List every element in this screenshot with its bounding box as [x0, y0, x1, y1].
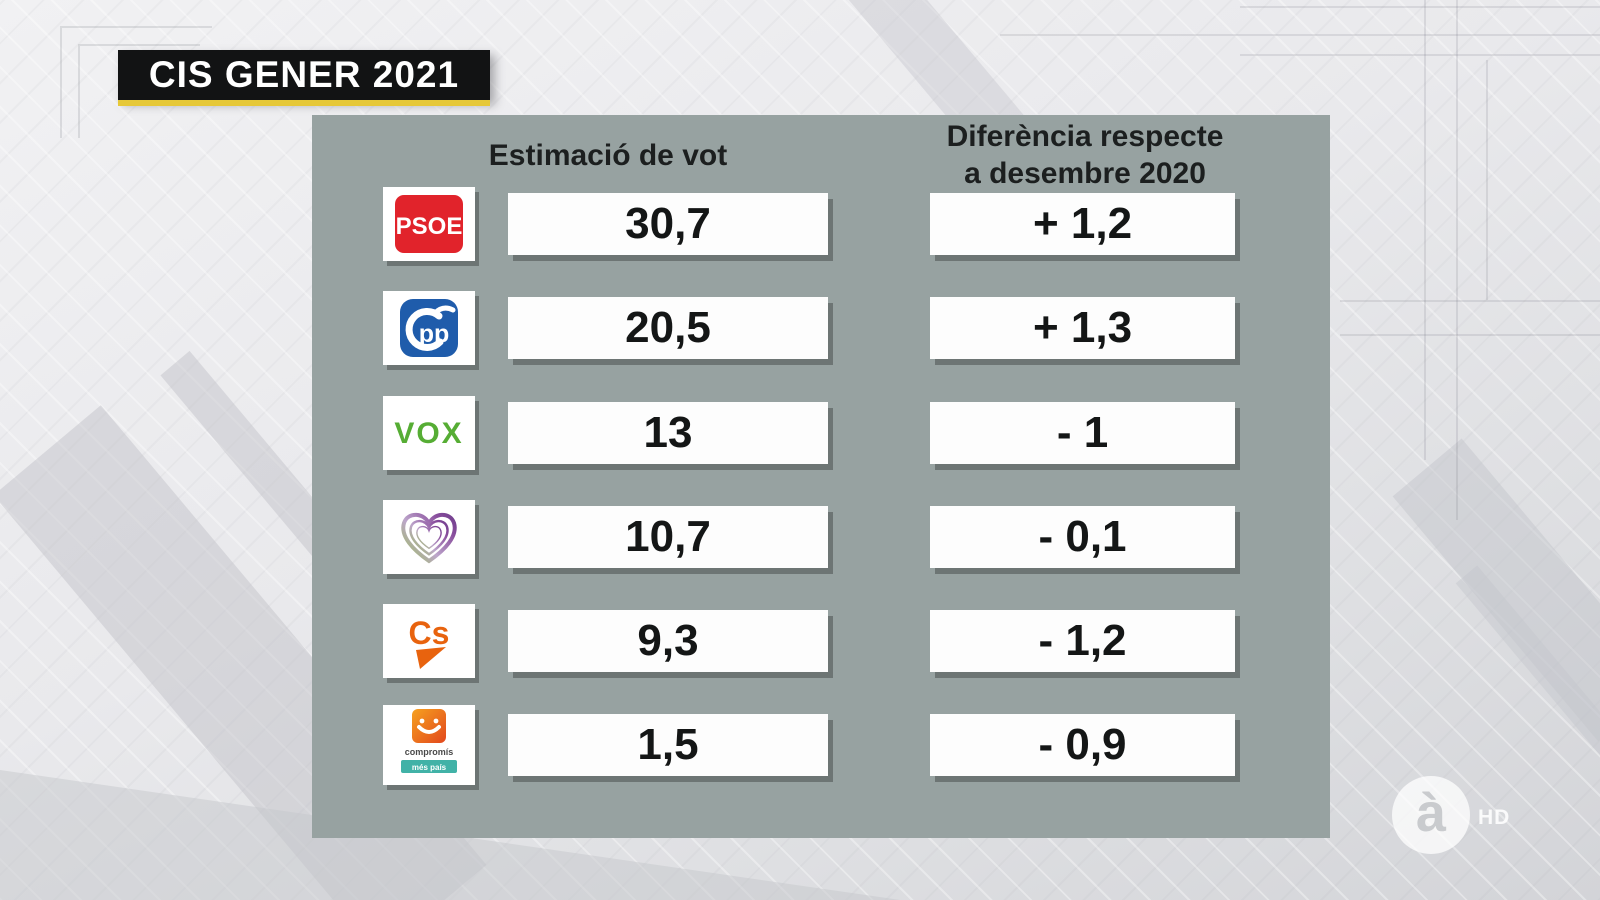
title-underline: [118, 100, 490, 106]
difference-value: - 1,2: [930, 610, 1235, 672]
corner-frame: [60, 26, 212, 138]
psoe-logo-icon: PSOE: [395, 195, 463, 253]
svg-text:pp: pp: [419, 320, 450, 348]
party-logo-card: VOX: [383, 396, 475, 470]
estimate-value: 9,3: [508, 610, 828, 672]
table-row-ciudadanos: Cs 9,3 - 1,2: [312, 604, 1330, 678]
title-badge: CIS GENER 2021: [118, 50, 490, 100]
column-header-estimate: Estimació de vot: [488, 139, 728, 172]
svg-text:VOX: VOX: [394, 417, 463, 450]
estimate-value: 1,5: [508, 714, 828, 776]
table-row-pp: pp 20,5 + 1,3: [312, 291, 1330, 365]
apunt-letter: à: [1415, 783, 1447, 843]
grid-line: [1240, 6, 1600, 8]
vox-logo-icon: VOX: [394, 417, 463, 450]
party-logo-card: [383, 500, 475, 574]
corner-frame: [78, 44, 200, 138]
column-header-difference: Diferència respecte a desembre 2020: [850, 118, 1320, 192]
table-row-podemos: 10,7 - 0,1: [312, 500, 1330, 574]
page-title: CIS GENER 2021: [148, 54, 460, 95]
grid-line: [1486, 60, 1488, 300]
grid-line: [1424, 0, 1426, 460]
cs-logo-icon: Cs: [409, 615, 450, 669]
table-row-compromis: compromís més país 1,5 - 0,9: [312, 705, 1330, 785]
party-logo-card: pp: [383, 291, 475, 365]
poll-panel: Estimació de vot Diferència respecte a d…: [312, 115, 1330, 838]
estimate-value: 13: [508, 402, 828, 464]
svg-text:més país: més país: [412, 763, 447, 772]
podemos-heart-logo-icon: [401, 512, 457, 564]
difference-value: - 0,9: [930, 714, 1235, 776]
compromis-logo-icon: compromís més país: [401, 709, 457, 773]
grid-line: [1340, 334, 1600, 336]
grid-line: [1456, 0, 1458, 520]
pp-logo-icon: pp: [400, 299, 458, 357]
column-header-difference-line1: Diferència respecte: [946, 120, 1224, 153]
estimate-value: 30,7: [508, 193, 828, 255]
hd-badge: HD: [1478, 806, 1511, 829]
difference-value: + 1,3: [930, 297, 1235, 359]
estimate-value: 20,5: [508, 297, 828, 359]
table-row-psoe: PSOE 30,7 + 1,2: [312, 187, 1330, 261]
apunt-circle-logo-icon: à: [1392, 776, 1470, 854]
party-logo-card: compromís més país: [383, 705, 475, 785]
difference-value: + 1,2: [930, 193, 1235, 255]
difference-value: - 1: [930, 402, 1235, 464]
svg-text:PSOE: PSOE: [396, 213, 463, 240]
party-logo-card: PSOE: [383, 187, 475, 261]
column-header-difference-line2: a desembre 2020: [964, 157, 1206, 190]
svg-text:compromís: compromís: [405, 747, 454, 757]
party-logo-card: Cs: [383, 604, 475, 678]
grid-line: [1240, 54, 1600, 56]
svg-text:Cs: Cs: [409, 615, 450, 651]
estimate-value: 10,7: [508, 506, 828, 568]
grid-line: [1000, 34, 1600, 36]
apunt-watermark: à HD: [1392, 776, 1542, 856]
grid-line: [1340, 300, 1600, 302]
table-row-vox: VOX 13 - 1: [312, 396, 1330, 470]
difference-value: - 0,1: [930, 506, 1235, 568]
